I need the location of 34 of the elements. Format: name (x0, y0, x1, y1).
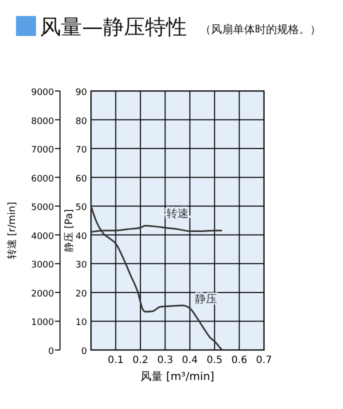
y2-tick-label: 0 (48, 347, 54, 357)
x-tick-label: 0.5 (206, 355, 223, 366)
y-tick-label: 50 (76, 203, 88, 214)
y-tick-label: 40 (76, 232, 88, 242)
y2-tick-label: 9000 (31, 88, 54, 98)
x-tick-label: 0.6 (231, 355, 248, 366)
x-tick-label: 0.4 (182, 355, 198, 366)
y-tick-label: 80 (76, 116, 88, 127)
y2-tick-label: 1000 (31, 318, 54, 328)
y2-axis-title: 转速 [r/min] (6, 202, 18, 260)
x-tick-label: 0.2 (132, 355, 148, 366)
y-tick-label: 0 (81, 347, 88, 357)
series-label: 转速 (166, 207, 188, 220)
y-tick-label: 20 (76, 289, 88, 300)
x-tick-label: 0.1 (108, 355, 124, 366)
y2-tick-label: 2000 (31, 289, 54, 300)
x-axis-title: 风量 [m³/min] (140, 370, 214, 383)
line-series (90, 205, 223, 351)
chart-subtitle: （风扇单体时的规格。） (200, 23, 321, 36)
x-tick-label: 0.7 (256, 355, 272, 366)
y-tick-label: 10 (76, 318, 88, 328)
y-tick-label: 60 (76, 174, 88, 184)
x-tick-label: 0.3 (157, 355, 174, 366)
y2-tick-label: 4000 (31, 232, 54, 242)
y2-tick-label: 6000 (31, 174, 54, 184)
y2-tick-label: 7000 (31, 146, 54, 156)
y2-tick-label: 5000 (31, 203, 54, 214)
y2-tick-label: 3000 (31, 260, 54, 271)
y-axis-title: 静压 [Pa] (63, 209, 75, 252)
chart-title: 风量—静压特性 (40, 15, 187, 39)
y2-tick-label: 8000 (31, 116, 54, 127)
y-tick-label: 30 (76, 260, 88, 271)
y-tick-label: 70 (76, 146, 88, 156)
y-tick-label: 90 (76, 88, 88, 98)
